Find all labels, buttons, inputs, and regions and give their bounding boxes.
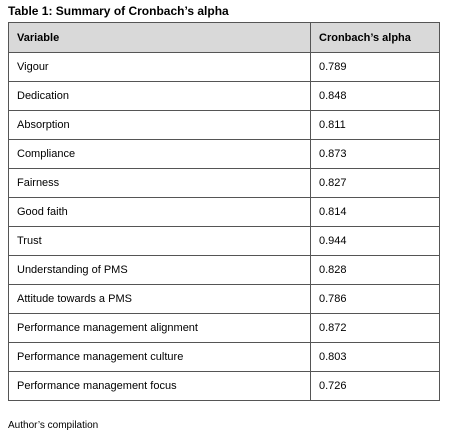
alpha-cell: 0.848 [310,81,440,111]
alpha-cell: 0.803 [310,342,440,372]
column-header: Cronbach’s alpha [310,22,440,53]
variable-cell: Good faith [8,197,311,227]
table-row: Compliance 0.873 [8,139,440,169]
table-row: Dedication 0.848 [8,81,440,111]
table-row: Attitude towards a PMS 0.786 [8,284,440,314]
variable-cell: Attitude towards a PMS [8,284,311,314]
variable-cell: Understanding of PMS [8,255,311,285]
variable-cell: Performance management alignment [8,313,311,343]
table-body: Vigour 0.789 Dedication 0.848 Absorption 0.81… [8,52,440,401]
table-row: Vigour 0.789 [8,52,440,82]
header-row: Variable Cronbach’s alpha [8,22,440,53]
table-row: Absorption 0.811 [8,110,440,140]
table-row: Performance management alignment 0.872 [8,313,440,343]
alpha-cell: 0.828 [310,255,440,285]
variable-cell: Performance management focus [8,371,311,401]
variable-cell: Trust [8,226,311,256]
alpha-cell: 0.789 [310,52,440,82]
source-note: Author’s compilation [8,420,99,431]
table-row: Fairness 0.827 [8,168,440,198]
table-row: Trust 0.944 [8,226,440,256]
alpha-cell: 0.944 [310,226,440,256]
alpha-cell: 0.827 [310,168,440,198]
alpha-cell: 0.786 [310,284,440,314]
table-row: Performance management culture 0.803 [8,342,440,372]
table: Variable Cronbach’s alpha Vigour 0.789 Dedi… [8,22,440,401]
variable-cell: Compliance [8,139,311,169]
alpha-cell: 0.872 [310,313,440,343]
table-row: Good faith 0.814 [8,197,440,227]
variable-cell: Absorption [8,110,311,140]
table-row: Performance management focus 0.726 [8,371,440,401]
alpha-cell: 0.811 [310,110,440,140]
variable-cell: Dedication [8,81,311,111]
variable-cell: Performance management culture [8,342,311,372]
alpha-cell: 0.873 [310,139,440,169]
column-header: Variable [8,22,311,53]
table-head: Variable Cronbach’s alpha [8,22,440,53]
table-title: Table 1: Summary of Cronbach’s alpha [8,4,229,18]
alpha-cell: 0.726 [310,371,440,401]
variable-cell: Vigour [8,52,311,82]
table-row: Understanding of PMS 0.828 [8,255,440,285]
alpha-cell: 0.814 [310,197,440,227]
variable-cell: Fairness [8,168,311,198]
